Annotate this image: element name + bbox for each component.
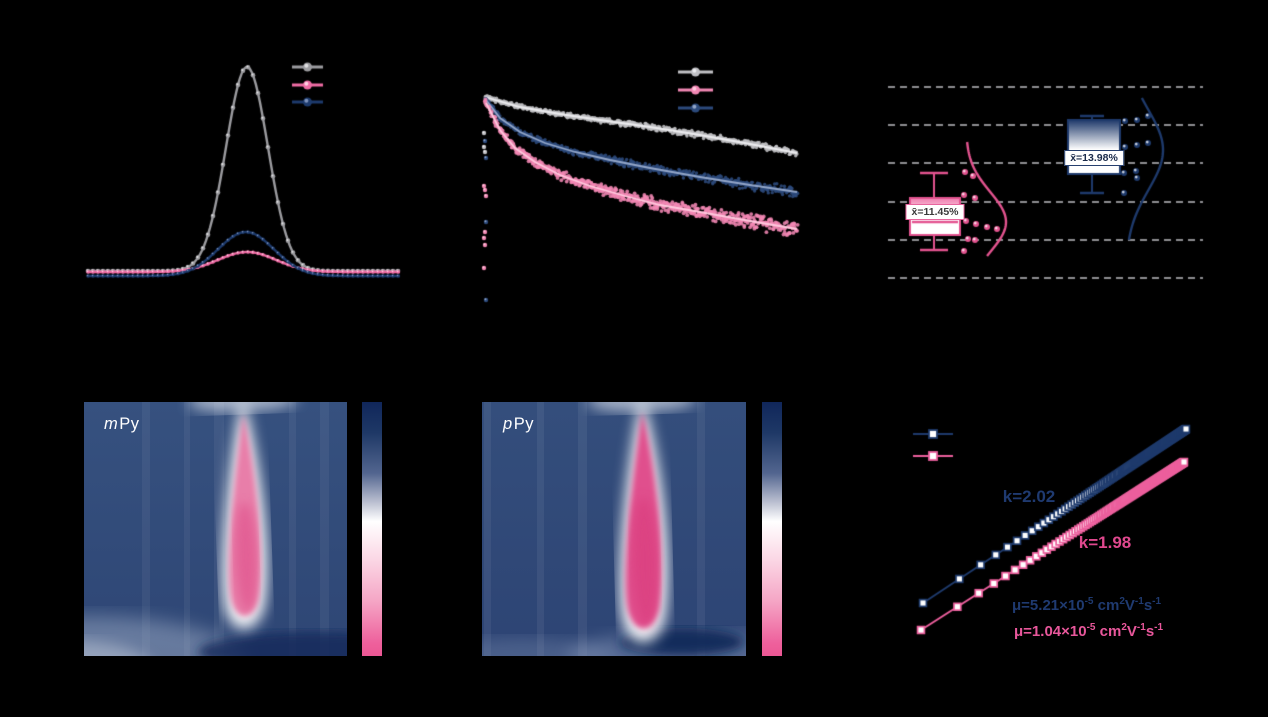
mobility-pink-base: μ=1.04×10 (1014, 623, 1087, 640)
heatmap-mPy-title-rest: Py (119, 415, 140, 433)
mobility-navy-sup4: -1 (1152, 596, 1162, 607)
boxplot-panel (860, 30, 1260, 290)
mobility-pink-unit3: s (1145, 623, 1155, 640)
mobility-navy-unit1: cm (1093, 597, 1120, 614)
mobility-navy-sup3: -1 (1134, 596, 1144, 607)
mobility-navy-annotation: μ=5.21×10-5 cm2V-1s-1 (1012, 596, 1161, 614)
heatmap-pPy: pPy (482, 402, 746, 656)
mobility-pink-exp: -5 (1086, 622, 1096, 633)
mobility-panel (880, 400, 1268, 690)
heatmap-mPy: mPy (84, 402, 347, 656)
heatmap-pPy-title-rest: Py (513, 415, 534, 433)
mobility-navy-base: μ=5.21×10 (1012, 597, 1085, 614)
mobility-navy-exp: -5 (1084, 596, 1094, 607)
decay-panel (450, 10, 840, 310)
mobility-pink-annotation: μ=1.04×10-5 cm2V-1s-1 (1014, 622, 1163, 640)
heatmap-pPy-image (482, 402, 746, 656)
mobility-pink-unit2: V (1126, 623, 1137, 640)
mobility-pink-unit1: cm (1095, 623, 1122, 640)
colorbar-pPy (762, 402, 782, 656)
heatmap-pPy-title: pPy (503, 415, 534, 434)
mobility-pink-sup2: 2 (1121, 622, 1127, 633)
mobility-pink-sup3: -1 (1136, 622, 1146, 633)
mobility-navy-unit3: s (1143, 597, 1153, 614)
slope-pink-label: k=1.98 (1078, 533, 1132, 552)
boxplot-navy-mean-label: x̄=13.98% (1064, 150, 1124, 166)
colorbar-mPy (362, 402, 382, 656)
heatmap-mPy-title-italic: m (104, 415, 119, 433)
mobility-navy-sup2: 2 (1119, 596, 1125, 607)
slope-navy-label: k=2.02 (1002, 487, 1056, 506)
heatmap-mPy-image (84, 402, 347, 656)
boxplot-pink-mean-label: x̄=11.45% (905, 204, 965, 220)
mobility-navy-unit2: V (1124, 597, 1135, 614)
heatmap-pPy-title-italic: p (503, 415, 513, 433)
emission-spectra-panel (60, 10, 450, 300)
mobility-pink-sup4: -1 (1154, 622, 1164, 633)
heatmap-mPy-title: mPy (104, 415, 140, 434)
